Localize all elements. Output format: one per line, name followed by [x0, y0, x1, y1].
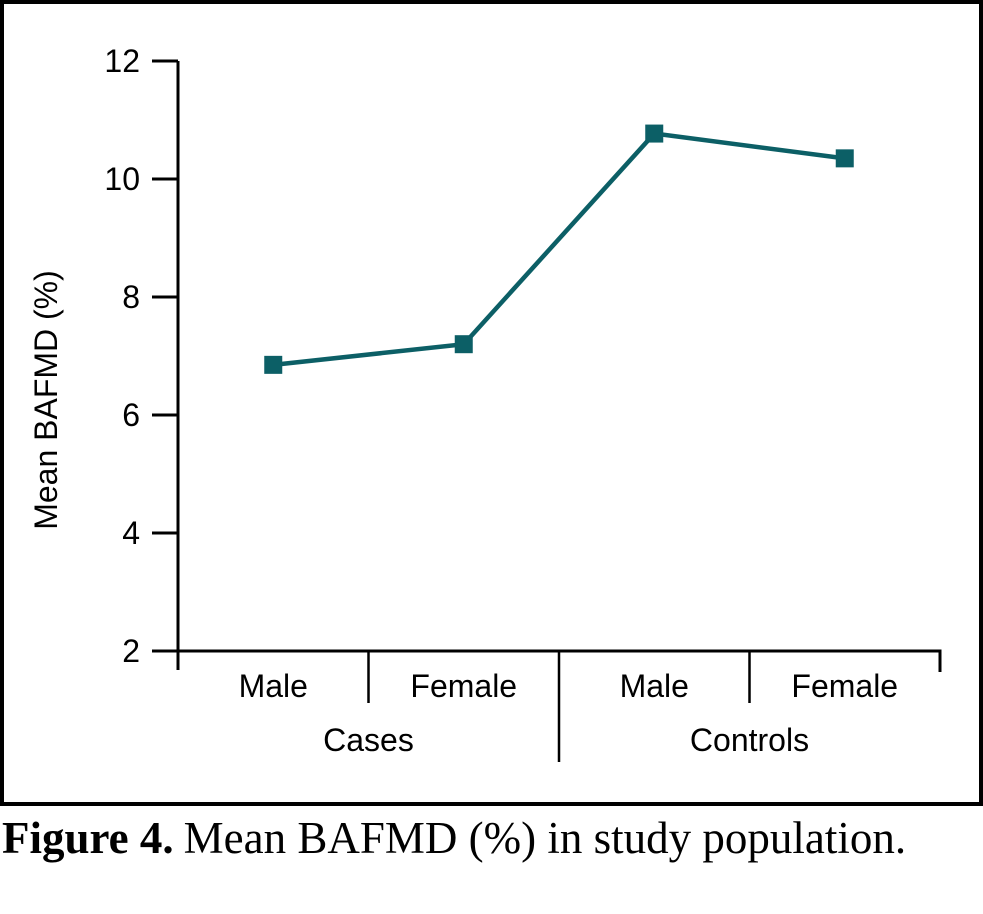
- y-tick-label: 2: [122, 633, 140, 669]
- y-tick-label: 10: [104, 161, 140, 197]
- y-tick-label: 8: [122, 279, 140, 315]
- series-line: [273, 131, 846, 368]
- x-group-label: Controls: [690, 722, 809, 758]
- figure-caption: Figure 4. Mean BAFMD (%) in study populat…: [2, 812, 980, 864]
- data-point-marker: [645, 124, 664, 143]
- caption-text: Mean BAFMD (%) in study population.: [183, 813, 907, 863]
- x-category-label: Male: [239, 668, 308, 704]
- x-category-label: Female: [791, 668, 898, 704]
- x-group-label: Cases: [323, 722, 414, 758]
- x-category-label: Male: [620, 668, 689, 704]
- caption-label: Figure 4.: [2, 813, 174, 863]
- x-category-label: Female: [410, 668, 517, 704]
- y-tick-label: 6: [122, 397, 140, 433]
- chart-panel: 2 4 6 8 10 12 Male Female Male Female Cases Control…: [0, 0, 983, 806]
- data-point-marker: [454, 335, 473, 354]
- y-tick-label: 4: [122, 515, 140, 551]
- y-tick-label: 12: [104, 43, 140, 79]
- y-axis-title: Mean BAFMD (%): [28, 270, 64, 530]
- data-point-marker: [835, 149, 854, 168]
- line-chart: 2 4 6 8 10 12 Male Female Male Female Cases Control…: [28, 43, 942, 762]
- data-point-marker: [264, 355, 283, 374]
